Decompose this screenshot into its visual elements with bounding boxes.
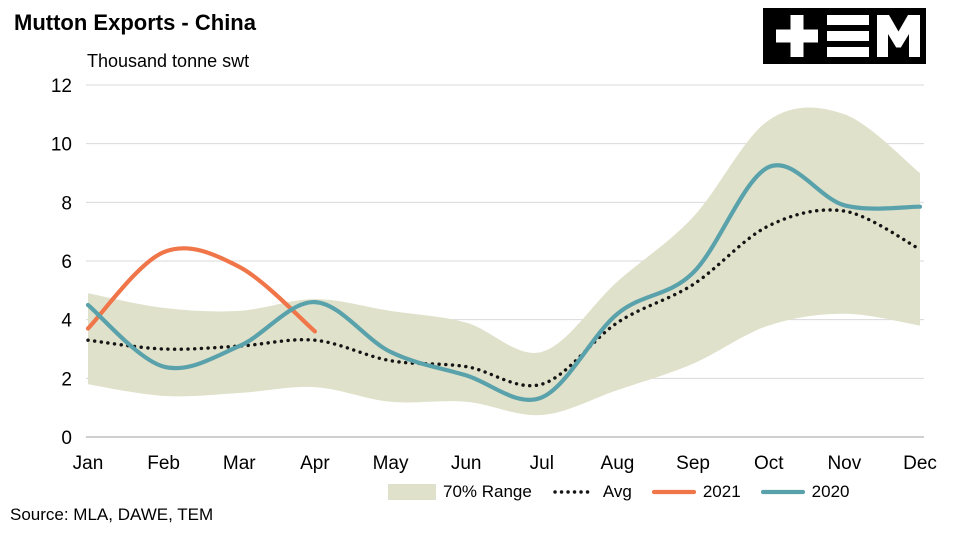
y-tick-label: 2 <box>61 369 72 390</box>
series-line-2020 <box>85 163 923 402</box>
source-text: Source: MLA, DAWE, TEM <box>10 505 214 524</box>
x-tick-label: Nov <box>827 453 861 474</box>
x-tick-label: Mar <box>223 453 256 474</box>
avg-line-icon <box>553 490 595 494</box>
x-tick-label: Sep <box>676 453 710 474</box>
line-2021-icon <box>651 489 696 495</box>
logo-ebar-bot <box>827 47 869 57</box>
y-tick-label: 10 <box>51 135 72 156</box>
tem-logo-icon <box>763 8 926 64</box>
legend-item-2020: 2020 <box>760 482 850 502</box>
legend-swatch-band <box>388 484 436 500</box>
y-tick-label: 12 <box>51 76 72 97</box>
y-tick-label: 8 <box>61 193 72 214</box>
y-axis-unit-label: Thousand tonne swt <box>87 51 250 71</box>
tem-logo <box>763 8 926 64</box>
x-tick-label: Jun <box>451 453 482 474</box>
x-tick-label: Aug <box>601 453 635 474</box>
range-swatch-icon <box>388 484 436 500</box>
logo-plus-vbar <box>790 15 804 57</box>
x-tick-label: Feb <box>147 453 180 474</box>
legend-item-range: 70% Range <box>388 482 532 502</box>
x-tick-label: May <box>373 453 409 474</box>
chart-legend: 70% Range Avg 2021 2020 <box>388 482 850 502</box>
x-tick-label: Jan <box>73 453 104 474</box>
legend-label-range: 70% Range <box>443 482 532 501</box>
logo-ebar-top <box>827 15 869 25</box>
x-tick-label: Jul <box>530 453 554 474</box>
band-70pct-range <box>88 107 920 416</box>
y-tick-label: 0 <box>61 428 72 449</box>
series-line-2021 <box>85 246 317 334</box>
chart-title: Mutton Exports - China <box>14 10 256 35</box>
x-tick-label: Apr <box>300 453 330 474</box>
legend-label-avg: Avg <box>602 482 632 501</box>
legend-label-2020: 2020 <box>811 482 850 501</box>
y-tick-label: 4 <box>61 311 72 332</box>
legend-item-avg: Avg <box>552 482 632 502</box>
y-tick-label: 6 <box>61 252 72 273</box>
logo-ebar-mid <box>827 31 869 41</box>
legend-item-2021: 2021 <box>651 482 741 502</box>
series-line-avg <box>86 208 922 388</box>
x-tick-label: Oct <box>754 453 784 474</box>
x-tick-label: Dec <box>903 453 937 474</box>
line-2020-icon <box>760 489 805 495</box>
legend-label-2021: 2021 <box>702 482 741 501</box>
logo-m-glyph <box>877 15 920 57</box>
